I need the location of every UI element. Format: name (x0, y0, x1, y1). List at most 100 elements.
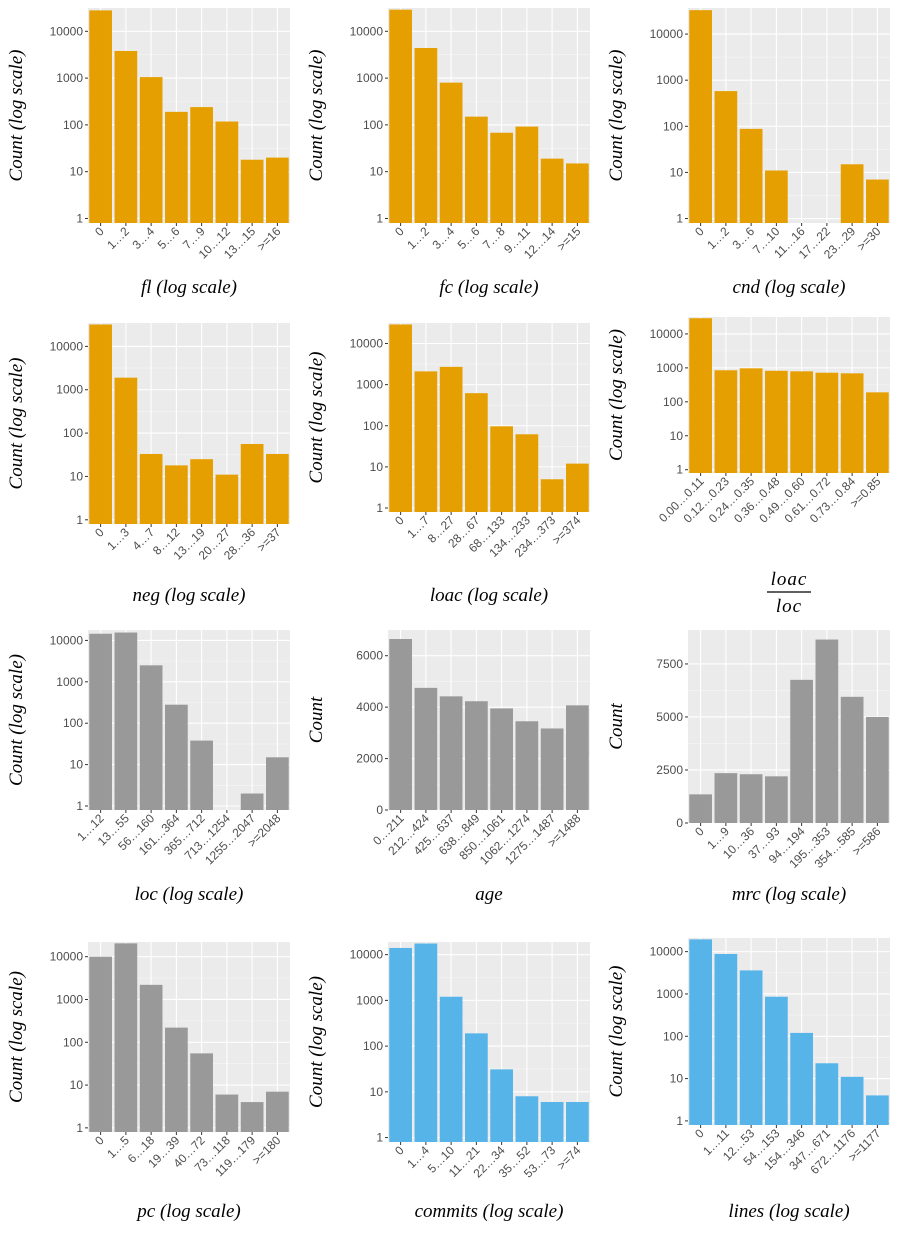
y-tick-label: 1 (676, 463, 683, 477)
x-axis-label: fl (log scale) (141, 277, 237, 298)
y-tick-label: 1 (376, 1131, 383, 1145)
histogram-bar (414, 687, 438, 810)
y-tick-label: 6000 (356, 649, 383, 663)
histogram-panel: 1 10 100 1000 10000 0.00…0.11 0.12…0.23 0.24…0.… (600, 309, 900, 618)
histogram-bar (790, 679, 813, 823)
histogram-bar (439, 996, 463, 1142)
histogram-bar (840, 373, 864, 473)
y-tick-label: 2500 (656, 763, 683, 777)
histogram-panel: 1 10 100 1000 10000 0 1…2 3…4 5…6 7…8 9…11 12…14 >=1… (300, 0, 600, 309)
x-axis-label: lines (log scale) (728, 1201, 849, 1222)
x-tick-label: >=30 (854, 224, 883, 253)
histogram-svg: 11010010001000001…1112…5354…153154…34634… (606, 938, 890, 1222)
histogram-bar (139, 77, 163, 223)
y-tick-label: 100 (63, 426, 83, 440)
y-axis-label: Count (log scale) (606, 329, 627, 461)
y-tick-label: 2000 (356, 752, 383, 766)
x-axis-label: fc (log scale) (439, 277, 538, 298)
histogram-bar (714, 953, 738, 1125)
y-axis-label: Count (log scale) (306, 352, 327, 484)
y-axis-label: Count (log scale) (6, 971, 27, 1103)
x-tick-label: >=37 (254, 525, 283, 554)
y-tick-label: 1 (376, 501, 383, 515)
histogram-bar (89, 324, 112, 524)
histogram-bar (714, 91, 738, 224)
x-tick-label: 0 (692, 224, 707, 239)
y-tick-label: 1 (76, 211, 83, 225)
histogram-bar (540, 158, 564, 223)
histogram-bar (840, 1076, 864, 1125)
y-tick-label: 4000 (356, 700, 383, 714)
histogram-bar (689, 794, 712, 823)
histogram-bar (465, 116, 488, 223)
histogram-bar (515, 721, 539, 810)
histogram-bar (515, 434, 539, 512)
histogram-panel: 1 10 100 1000 10000 1…12 13…55 56…160 161…364 365… (0, 618, 300, 927)
x-tick-label: >=15 (554, 224, 583, 253)
y-axis-label: Count (log scale) (606, 966, 627, 1098)
histogram-bar (689, 10, 712, 224)
histogram-bar (465, 701, 488, 810)
x-tick-label: 0 (92, 525, 107, 540)
y-axis-label: Count (306, 696, 327, 743)
y-tick-label: 10 (70, 758, 84, 772)
histogram-bar (739, 128, 763, 223)
x-axis-label: commits (log scale) (415, 1201, 564, 1222)
y-axis-label: Count (606, 703, 627, 750)
y-tick-label: 100 (663, 395, 683, 409)
histogram-bar (490, 132, 513, 223)
y-tick-label: 7500 (656, 657, 683, 671)
y-tick-label: 10 (70, 165, 84, 179)
histogram-svg: 11010010001000001…23…45…67…910…1213…15>=… (6, 8, 290, 298)
histogram-bar (566, 1101, 589, 1142)
histogram-bar (240, 793, 264, 810)
histogram-bar (266, 453, 289, 524)
histogram-bar (215, 1094, 239, 1132)
histogram-bar (89, 956, 112, 1132)
histogram-bar (689, 318, 712, 473)
y-tick-label: 1000 (56, 71, 83, 85)
histogram-svg: 11010010001000001…78…2728…6768…133134…23… (306, 323, 590, 606)
histogram-bar (190, 107, 213, 223)
y-tick-label: 100 (363, 1039, 383, 1053)
histogram-bar (114, 943, 138, 1132)
y-axis-label: Count (log scale) (6, 358, 27, 490)
histogram-bar (840, 696, 864, 823)
histogram-panel: 1 10 100 1000 10000 0 1…7 8…27 28…67 68…133 134…23… (300, 309, 600, 618)
x-axis-label-numerator: loac (771, 569, 808, 590)
histogram-bar (739, 970, 763, 1125)
y-tick-label: 10000 (350, 948, 384, 962)
x-tick-label: 0 (392, 513, 407, 528)
y-tick-label: 10 (370, 165, 384, 179)
histogram-bar (190, 1053, 213, 1132)
x-tick-label: 5…6 (455, 224, 483, 252)
y-tick-label: 10 (670, 1072, 684, 1086)
x-axis-label: pc (log scale) (135, 1201, 240, 1222)
y-axis-label: Count (log scale) (306, 50, 327, 182)
histogram-bar (389, 639, 412, 810)
y-tick-label: 10000 (50, 24, 84, 38)
x-axis-label: mrc (log scale) (732, 884, 846, 905)
histogram-bar (566, 463, 589, 512)
histogram-svg: 11010010001000001…23…45…67…89…1112…14>=1… (306, 8, 590, 298)
x-tick-label: 0 (92, 224, 107, 239)
histogram-bar (490, 1069, 513, 1142)
histogram-panel: 1 10 100 1000 10000 0 1…11 12…53 54…153 154…346 34… (600, 928, 900, 1237)
y-axis-label: Count (log scale) (6, 654, 27, 786)
x-tick-label: 3…4 (429, 224, 457, 252)
histogram-bar (165, 111, 188, 223)
histogram-bar (240, 1102, 264, 1132)
histogram-bar (765, 370, 788, 473)
histogram-panel: 0 2500 5000 7500 0 1…9 10…36 37…93 94…194 195…353… (600, 618, 900, 927)
x-tick-label: 1…2 (404, 224, 432, 252)
y-tick-label: 1 (676, 1114, 683, 1128)
histogram-bar (389, 947, 412, 1142)
histogram-bar (689, 939, 712, 1125)
y-tick-label: 10000 (50, 950, 84, 964)
histogram-bar (714, 370, 738, 473)
histogram-bar (739, 774, 763, 823)
histogram-bar (114, 377, 138, 524)
histogram-svg: 11010010001000001…56…1819…3940…7273…1181… (6, 942, 290, 1222)
x-tick-label: >=74 (554, 1143, 583, 1172)
histogram-bar (815, 1063, 839, 1125)
